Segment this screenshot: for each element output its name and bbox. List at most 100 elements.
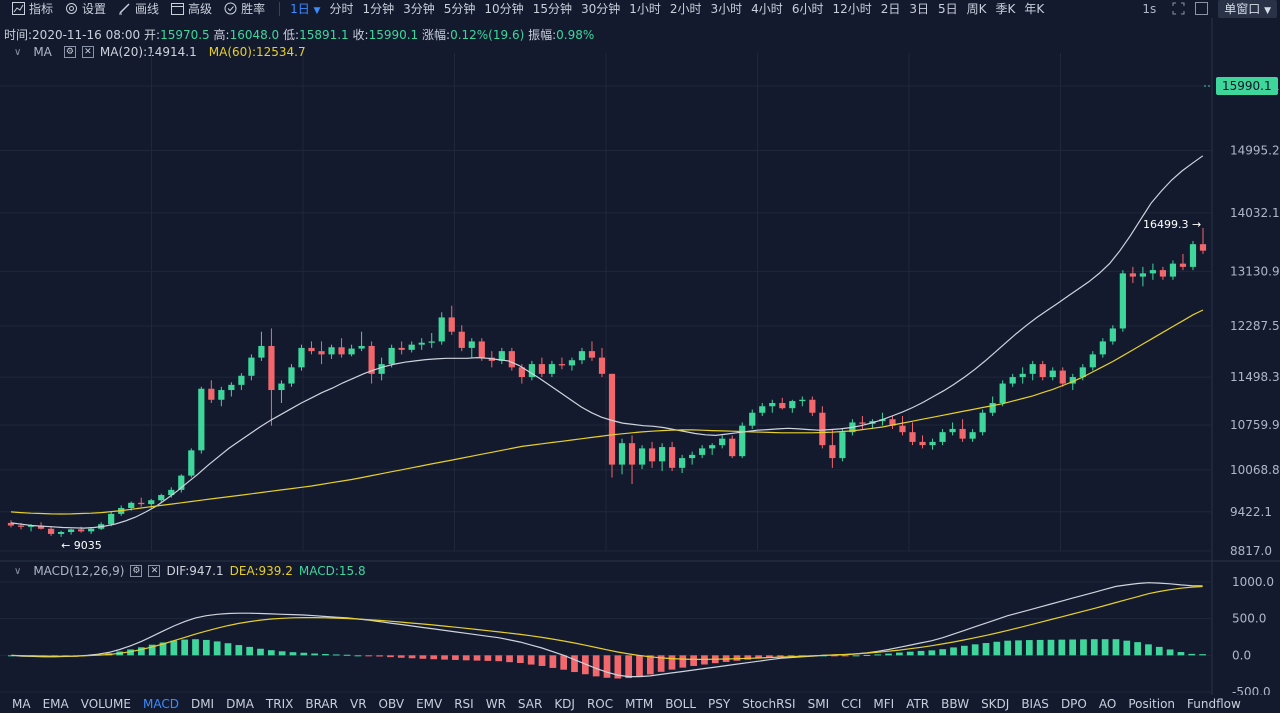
interval-3[interactable]: 5分钟	[443, 2, 476, 16]
candle	[648, 448, 656, 462]
ma-close-icon[interactable]: ✕	[81, 46, 94, 58]
ma-settings-icon[interactable]: ⚙	[63, 46, 76, 58]
tab-psy[interactable]: PSY	[708, 697, 731, 711]
macd-settings-icon[interactable]: ⚙	[130, 565, 143, 577]
tab-bias[interactable]: BIAS	[1021, 697, 1049, 711]
interval-13[interactable]: 2日	[880, 2, 901, 16]
macd-close-icon[interactable]: ✕	[148, 565, 161, 577]
tab-bbw[interactable]: BBW	[941, 697, 970, 711]
tab-cci[interactable]: CCI	[841, 697, 862, 711]
macd-bar	[657, 655, 665, 672]
macd-bar	[581, 655, 589, 675]
candle	[528, 364, 535, 378]
tab-obv[interactable]: OBV	[378, 697, 405, 711]
fullscreen-icon[interactable]	[1172, 2, 1185, 15]
advanced-button[interactable]: 高级	[171, 0, 212, 17]
draw-label: 画线	[135, 2, 160, 16]
macd-bar	[831, 655, 838, 657]
tab-kdj[interactable]: KDJ	[554, 697, 575, 711]
candle	[608, 373, 616, 465]
interval-5[interactable]: 15分钟	[532, 2, 572, 16]
candle	[939, 432, 946, 442]
candle	[438, 317, 445, 342]
candle	[769, 403, 776, 407]
macd-bar	[592, 655, 600, 677]
ohlc-info: 时间:2020-11-16 08:00 开:15970.5 高:16048.0 …	[4, 26, 594, 43]
tab-skdj[interactable]: SKDJ	[981, 697, 1010, 711]
tab-macd[interactable]: MACD	[142, 697, 179, 711]
tab-brar[interactable]: BRAR	[305, 697, 338, 711]
candle	[1119, 273, 1126, 329]
macd-bar	[885, 653, 892, 656]
tab-rsi[interactable]: RSI	[454, 697, 474, 711]
tab-mfi[interactable]: MFI	[873, 697, 895, 711]
interval-12[interactable]: 12小时	[832, 2, 872, 16]
candle	[78, 529, 85, 532]
interval-1[interactable]: 1分钟	[362, 2, 395, 16]
tab-trix[interactable]: TRIX	[265, 697, 294, 711]
tab-emv[interactable]: EMV	[416, 697, 443, 711]
interval-6[interactable]: 30分钟	[580, 2, 621, 16]
macd-bar	[419, 655, 427, 659]
tab-position[interactable]: Position	[1128, 697, 1176, 711]
price-tick-label: 11498.3	[1230, 370, 1280, 384]
tab-ma[interactable]: MA	[12, 697, 31, 711]
tab-boll[interactable]: BOLL	[665, 697, 697, 711]
macd-bar	[939, 649, 947, 656]
tab-vr[interactable]: VR	[349, 697, 367, 711]
macd-bar	[928, 650, 936, 656]
price-tick-label: 10759.9	[1230, 418, 1280, 432]
winrate-button[interactable]: 胜率	[224, 0, 265, 17]
tab-smi[interactable]: SMI	[807, 697, 830, 711]
interval-2[interactable]: 3分钟	[403, 2, 435, 16]
interval-14[interactable]: 3日	[909, 2, 930, 16]
candle	[318, 351, 325, 355]
interval-dropdown[interactable]: 1日 ▼	[290, 0, 320, 17]
interval-16[interactable]: 周K	[966, 2, 987, 16]
interval-10[interactable]: 4小时	[751, 2, 783, 16]
interval-9[interactable]: 3小时	[710, 2, 743, 16]
tab-atr[interactable]: ATR	[906, 697, 930, 711]
macd-bar	[571, 655, 578, 673]
window-select[interactable]: 单窗口 ▼	[1218, 0, 1277, 18]
candle	[178, 475, 185, 490]
interval-7[interactable]: 1小时	[629, 2, 661, 16]
collapse-icon[interactable]: ∨	[14, 565, 22, 577]
tab-dma[interactable]: DMA	[226, 697, 254, 711]
window-icon[interactable]	[1195, 2, 1209, 15]
price-chart[interactable]: 15990.1 14995.2 14032.1 13130.9 12287.5 11498…	[0, 0, 1280, 695]
tab-volume[interactable]: VOLUME	[80, 697, 131, 711]
tab-ema[interactable]: EMA	[42, 697, 69, 711]
ma20-line	[11, 155, 1204, 529]
interval-18[interactable]: 年K	[1024, 2, 1045, 16]
tab-dpo[interactable]: DPO	[1060, 697, 1087, 711]
macd-bar	[365, 655, 373, 657]
check-circle-icon	[224, 2, 237, 15]
macd-bar	[960, 645, 968, 656]
interval-15[interactable]: 5日	[938, 2, 958, 16]
indicator-button[interactable]: 指标	[12, 0, 53, 17]
interval-8[interactable]: 2小时	[669, 2, 702, 16]
candle	[27, 525, 35, 527]
interval-4[interactable]: 10分钟	[484, 2, 524, 16]
collapse-icon[interactable]: ∨	[14, 46, 22, 58]
tab-stochrsi[interactable]: StochRSI	[742, 697, 796, 711]
ma-name: MA	[33, 45, 52, 59]
interval-11[interactable]: 6小时	[791, 2, 824, 16]
draw-button[interactable]: 画线	[118, 0, 159, 17]
tab-dmi[interactable]: DMI	[190, 697, 215, 711]
tab-wr[interactable]: WR	[485, 697, 506, 711]
tab-fundflow[interactable]: Fundflow	[1187, 697, 1241, 711]
macd-bar	[625, 655, 633, 679]
tab-mtm[interactable]: MTM	[625, 697, 654, 711]
settings-button[interactable]: 设置	[65, 0, 106, 17]
tab-roc[interactable]: ROC	[586, 697, 614, 711]
refresh-rate[interactable]: 1s	[1142, 1, 1157, 16]
tab-sar[interactable]: SAR	[517, 697, 543, 711]
candle	[1189, 244, 1197, 267]
candle	[1129, 273, 1136, 277]
macd-bar	[755, 655, 762, 659]
interval-17[interactable]: 季K	[995, 2, 1016, 16]
tab-ao[interactable]: AO	[1098, 697, 1117, 711]
interval-0[interactable]: 分时	[329, 2, 354, 16]
